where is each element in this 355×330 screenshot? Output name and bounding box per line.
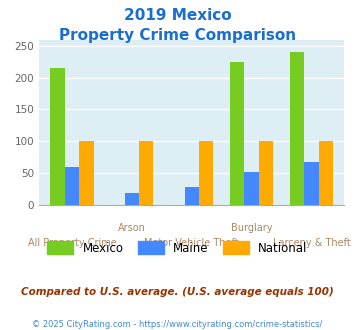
Text: All Property Crime: All Property Crime xyxy=(28,238,116,248)
Bar xyxy=(318,141,333,205)
Bar xyxy=(290,52,304,205)
Text: Burglary: Burglary xyxy=(231,223,272,233)
Bar xyxy=(185,187,199,205)
Text: Compared to U.S. average. (U.S. average equals 100): Compared to U.S. average. (U.S. average … xyxy=(21,287,334,297)
Text: © 2025 CityRating.com - https://www.cityrating.com/crime-statistics/: © 2025 CityRating.com - https://www.city… xyxy=(32,320,323,329)
Text: 2019 Mexico: 2019 Mexico xyxy=(124,8,231,23)
Bar xyxy=(259,141,273,205)
Text: Larceny & Theft: Larceny & Theft xyxy=(273,238,350,248)
Text: Property Crime Comparison: Property Crime Comparison xyxy=(59,28,296,43)
Bar xyxy=(139,141,153,205)
Text: Motor Vehicle Theft: Motor Vehicle Theft xyxy=(144,238,239,248)
Bar xyxy=(199,141,213,205)
Bar xyxy=(244,172,259,205)
Text: Arson: Arson xyxy=(118,223,146,233)
Legend: Mexico, Maine, National: Mexico, Maine, National xyxy=(47,242,308,255)
Bar xyxy=(65,167,79,205)
Bar xyxy=(230,62,244,205)
Bar xyxy=(125,192,139,205)
Bar xyxy=(50,68,65,205)
Bar xyxy=(79,141,93,205)
Bar xyxy=(304,162,318,205)
